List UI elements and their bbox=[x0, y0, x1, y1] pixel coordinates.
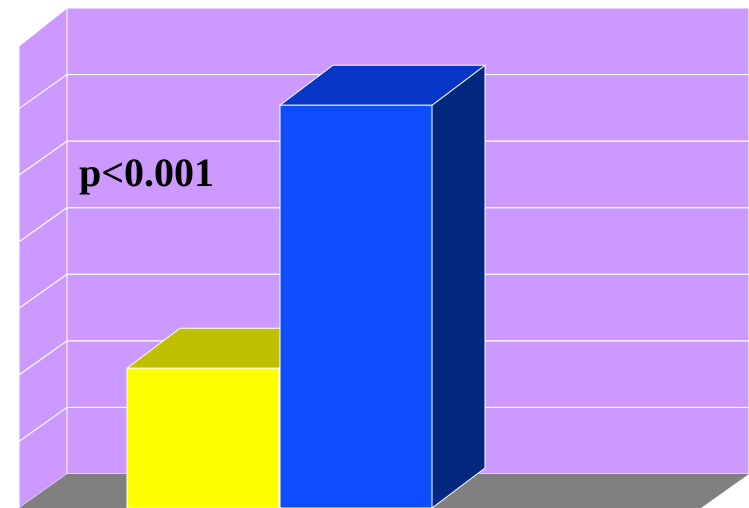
bar-side bbox=[431, 64, 486, 508]
gridlines bbox=[18, 73, 749, 442]
p-value-annotation: p<0.001 bbox=[79, 150, 214, 195]
gridline bbox=[18, 273, 749, 309]
gridline bbox=[18, 73, 749, 110]
gridline bbox=[18, 340, 749, 376]
bar-front bbox=[279, 104, 433, 508]
gridline bbox=[18, 207, 749, 243]
side-wall bbox=[18, 6, 68, 508]
gridline bbox=[18, 406, 749, 442]
gridline bbox=[18, 140, 749, 176]
bar-front bbox=[126, 367, 280, 508]
bars bbox=[125, 64, 487, 508]
bar bbox=[278, 64, 487, 508]
